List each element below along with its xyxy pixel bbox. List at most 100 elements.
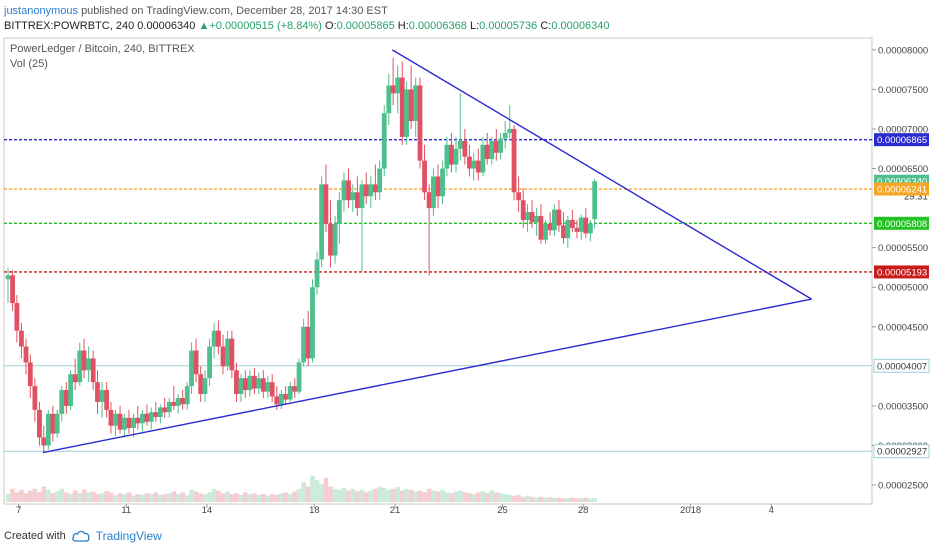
candle-body	[202, 378, 208, 395]
tradingview-brand-link[interactable]: TradingView	[95, 529, 162, 543]
volume-bar	[5, 494, 11, 502]
volume-bar	[269, 494, 275, 502]
time-tick-label: 21	[390, 505, 401, 516]
time-axis[interactable]: 7 11 14 18 21 25 28 2018 4	[16, 504, 774, 516]
candle-body	[252, 375, 257, 389]
candle-body	[583, 217, 589, 234]
candle-body	[538, 216, 544, 240]
volume-bar	[148, 494, 154, 502]
volume-bar	[261, 494, 266, 502]
price-label-box-orange	[874, 182, 929, 196]
volume-bar	[556, 497, 562, 502]
volume-bar	[274, 494, 280, 502]
volume-bar	[166, 493, 172, 502]
volume-bar	[279, 493, 284, 502]
candle-body	[341, 180, 347, 201]
candle-body	[274, 396, 280, 405]
price-label-timer: 29:31	[904, 192, 928, 203]
candle-body	[32, 386, 38, 410]
volume-bar	[247, 494, 253, 502]
time-tick-label: 2018	[680, 505, 701, 516]
candle-body	[148, 412, 154, 422]
volume-bar	[413, 491, 418, 502]
volume-bar	[301, 482, 306, 502]
low-label: L:	[469, 20, 480, 32]
volume-bar	[90, 491, 96, 502]
volume-bar	[158, 494, 163, 502]
volume-bar	[319, 484, 324, 502]
volume-bar	[54, 491, 60, 502]
candle-body	[399, 77, 405, 137]
candle-body	[14, 303, 20, 331]
candle-body	[90, 358, 96, 383]
volume-bar	[144, 493, 150, 502]
volume-bar	[216, 490, 221, 502]
volume-bar	[14, 492, 20, 502]
candle-body	[543, 223, 548, 240]
volume-bar	[494, 492, 499, 502]
upper-trendline	[391, 49, 812, 300]
price-tick-label: 0.00005500	[878, 243, 928, 254]
volume-bar	[426, 488, 432, 502]
price-tick-label: 0.00005000	[878, 283, 928, 294]
volume-bar	[104, 491, 109, 502]
candle-body	[166, 401, 172, 413]
price-chart[interactable]: 0.00008000 0.00007500 0.00007000 0.00006500…	[0, 36, 932, 516]
candle-body	[207, 346, 212, 379]
candle-body	[516, 192, 522, 201]
volume-bar	[296, 488, 302, 502]
price-axis[interactable]: 0.00008000 0.00007500 0.00007000 0.00006500…	[872, 45, 930, 492]
candle-body	[574, 227, 580, 232]
volume-bar	[570, 497, 575, 502]
candle-body	[247, 375, 253, 391]
candle-body	[502, 132, 508, 139]
candle-body	[592, 181, 598, 220]
volume-bar	[211, 488, 217, 502]
chart-plot-frame	[3, 37, 873, 505]
volume-bar	[534, 497, 539, 502]
volume-bar	[529, 496, 535, 502]
volume-bar	[422, 492, 427, 502]
candle-body	[395, 77, 401, 94]
candle-body	[27, 362, 33, 387]
time-tick-label: 11	[121, 505, 131, 516]
volume-bar	[323, 477, 329, 502]
volume-bar	[462, 492, 468, 502]
candle-body	[578, 217, 584, 232]
price-label-red: 0.00005193	[877, 267, 927, 278]
candle-body	[449, 144, 454, 165]
candle-body	[417, 85, 423, 161]
volume-bar	[377, 486, 382, 502]
open-value: 0.00005865	[336, 20, 395, 32]
volume-bar	[184, 494, 190, 502]
candle-body	[363, 184, 369, 197]
candle-body	[431, 176, 436, 209]
volume-bar	[547, 497, 553, 502]
candle-body	[5, 275, 11, 280]
close-label: C:	[540, 20, 552, 32]
volume-bar	[578, 498, 584, 502]
candle-body	[175, 397, 181, 406]
candle-body	[59, 390, 65, 414]
up-triangle-icon: ▲	[198, 20, 210, 32]
candle-body	[229, 338, 235, 371]
candle-body	[180, 397, 186, 405]
author-link[interactable]: justanonymous	[4, 5, 78, 17]
candle-body	[525, 212, 530, 220]
volume-bar	[193, 491, 199, 502]
volume-bar	[229, 494, 235, 502]
candle-body	[587, 223, 593, 234]
candle-body	[435, 176, 441, 197]
candle-body	[323, 184, 329, 224]
candle-body	[117, 413, 123, 430]
candle-body	[332, 223, 338, 256]
candle-body	[368, 184, 374, 197]
time-tick-label: 25	[497, 505, 508, 516]
created-with-label: Created with	[4, 530, 66, 542]
candle-body	[408, 89, 414, 122]
volume-bar	[381, 487, 387, 502]
open-label: O:	[324, 20, 337, 32]
candle-body	[153, 412, 159, 417]
volume-bar	[283, 492, 288, 502]
candle-body	[457, 140, 463, 149]
